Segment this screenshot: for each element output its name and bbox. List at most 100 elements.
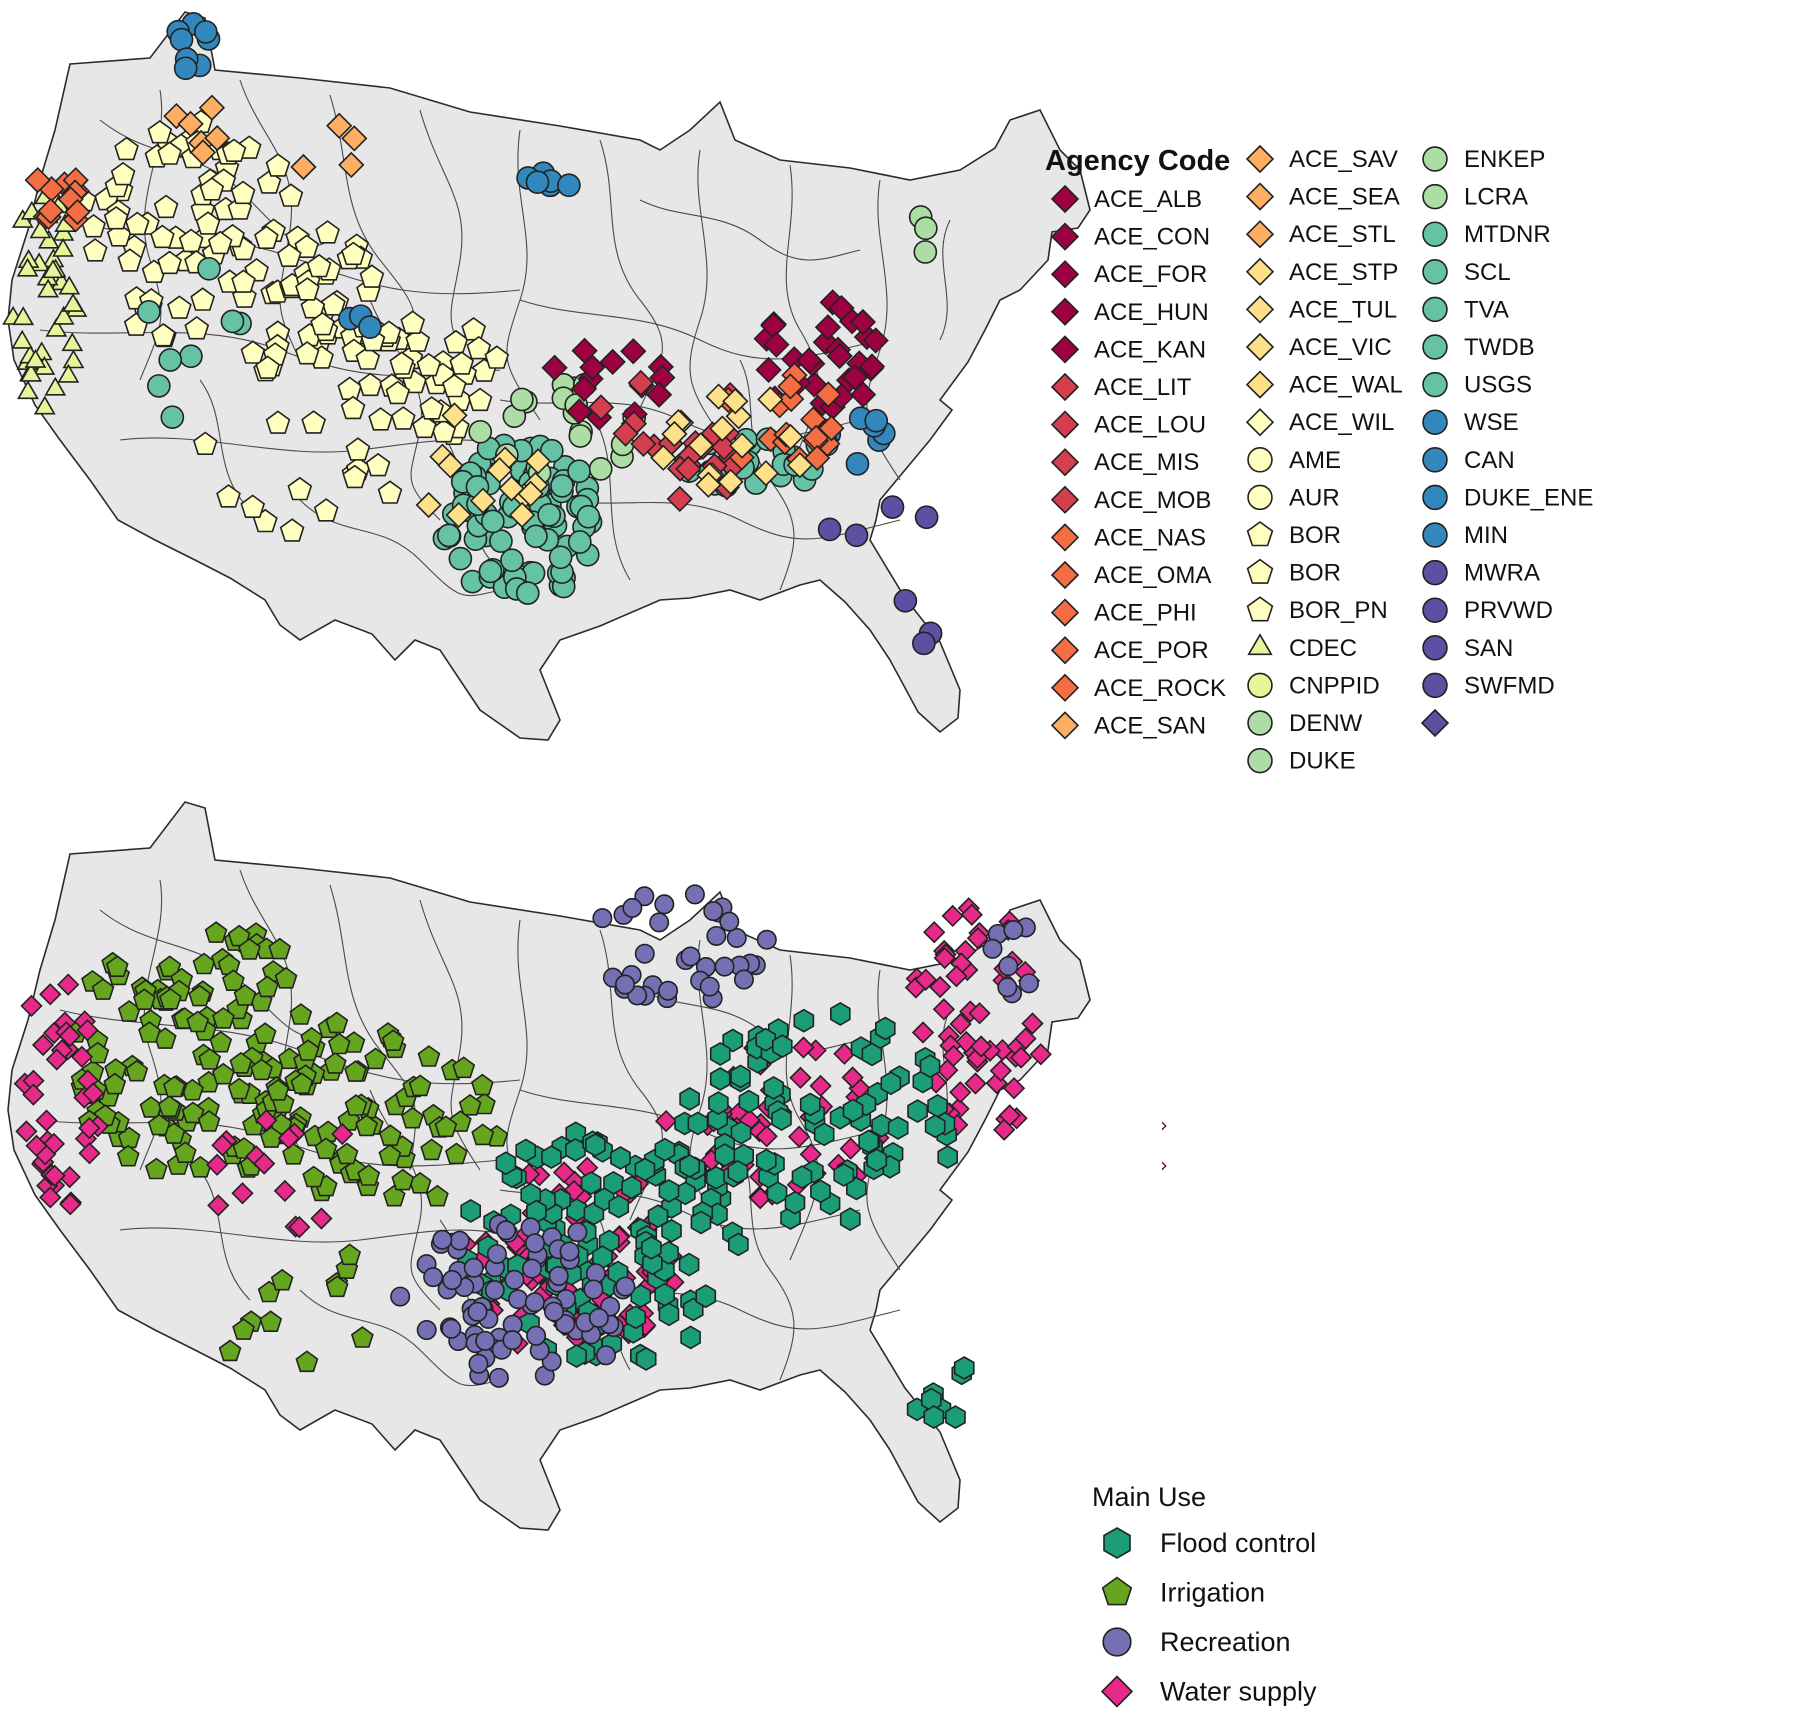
agency-legend-label: TWDB [1464,334,1535,361]
use-reservoir-diamond-marker [809,1074,832,1098]
agency-reservoir-pentagon-marker [216,484,241,508]
use-reservoir-hexagon-marker [730,1064,751,1089]
use-reservoir-pentagon-marker [314,1137,338,1160]
agency-reservoir-diamond-marker [64,198,91,226]
agency-reservoir-diamond-marker [687,432,714,459]
use-reservoir-pentagon-marker [282,1142,305,1165]
use-reservoir-hexagon-marker [640,1235,662,1260]
agency-reservoir-pentagon-marker [199,177,225,201]
agency-reservoir-diamond-marker [290,153,317,181]
agency-legend-label: WSE [1464,409,1519,436]
use-reservoir-diamond-marker [82,1082,105,1105]
use-reservoir-diamond-marker [923,921,946,944]
use-reservoir-pentagon-marker [144,1157,168,1180]
agency-reservoir-triangle-marker [58,275,81,295]
agency-reservoir-circle-marker [220,309,245,334]
agency-reservoir-pentagon-marker [321,292,346,316]
agency-legend-label: CNPPID [1289,672,1380,699]
use-reservoir-circle-marker [997,977,1018,998]
agency-legend-label: DUKE [1289,748,1356,775]
use-reservoir-diamond-marker [1014,1027,1037,1050]
use-reservoir-circle-marker [502,1330,523,1351]
use-reservoir-pentagon-marker [357,1164,381,1186]
agency-legend-label: ACE_WIL [1289,409,1394,436]
legend-symbol-diamond-icon [1245,408,1275,437]
agency-legend-label: ACE_STL [1289,221,1396,248]
use-reservoir-hexagon-marker [907,1099,928,1124]
use-reservoir-circle-marker [634,886,655,907]
use-reservoir-hexagon-marker [839,1207,861,1232]
agency-reservoir-pentagon-marker [150,323,176,347]
use-reservoir-circle-marker [467,1301,488,1322]
use-reservoir-hexagon-marker [580,1171,602,1196]
legend-symbol-circle-icon [1422,559,1448,586]
use-reservoir-hexagon-marker [695,1284,717,1309]
agency-legend-label: CDEC [1289,635,1357,662]
use-reservoir-pentagon-marker [229,1051,253,1074]
use-reservoir-circle-marker [654,894,675,915]
agency-reservoir-diamond-marker [469,487,497,514]
use-reservoir-pentagon-marker [211,1062,235,1085]
agency-reservoir-diamond-marker [630,430,657,458]
agency-legend-label: BOR_PN [1289,597,1388,624]
agency-reservoir-circle-marker [588,457,613,481]
agency-reservoir-pentagon-marker [368,407,393,431]
agency-reservoir-pentagon-marker [279,518,305,542]
agency-reservoir-circle-marker [137,300,161,324]
use-reservoir-hexagon-marker [678,1252,700,1277]
use-reservoir-diamond-marker [933,946,956,970]
agency-reservoir-pentagon-marker [419,396,445,420]
use-reservoir-diamond-marker [552,1161,576,1184]
use-reservoir-diamond-marker [78,1116,101,1140]
agency-reservoir-diamond-marker [579,354,606,381]
use-reservoir-circle-marker [622,897,643,918]
use-reservoir-circle-marker [634,943,655,964]
legend-symbol-circle-icon [1247,484,1273,511]
legend-symbol-circle-icon [1422,259,1448,285]
use-reservoir-hexagon-marker [679,1154,701,1178]
legend-symbol-diamond-icon [1050,523,1080,552]
agency-legend-label: MWRA [1464,560,1540,587]
agency-reservoir-diamond-marker [650,444,677,471]
use-reservoir-circle-marker [714,956,735,977]
use-reservoir-circle-marker [526,1325,547,1346]
agency-legend-label: ACE_SAN [1094,712,1206,739]
agency-reservoir-diamond-marker [437,452,464,479]
agency-reservoir-diamond-marker [757,386,784,413]
use-reservoir-hexagon-marker [813,1122,835,1147]
agency-reservoir-pentagon-marker [301,410,327,434]
legend-symbol-diamond-icon [1245,370,1275,399]
agency-legend-label: ACE_CON [1094,224,1210,251]
use-reservoir-diamond-marker [792,1036,815,1059]
use-reservoir-pentagon-marker [391,1168,415,1191]
legend-symbol-diamond-icon [1050,448,1080,477]
use-reservoir-diamond-marker [911,1021,935,1044]
use-reservoir-diamond-marker [1009,1046,1033,1069]
agency-reservoir-triangle-marker [52,237,74,257]
agency-reservoir-diamond-marker [666,485,693,513]
agency-reservoir-pentagon-marker [358,372,383,397]
use-reservoir-hexagon-marker [880,1071,902,1096]
use-reservoir-circle-marker [658,980,679,1001]
legend-symbol-diamond-icon [1050,222,1080,251]
use-reservoir-diamond-marker [288,1215,311,1239]
use-reservoir-diamond-marker [45,1048,68,1071]
agency-reservoir-pentagon-marker [124,211,150,236]
legend-symbol-circle-icon [1247,672,1273,699]
agency-legend-label: AME [1289,447,1341,474]
use-reservoir-pentagon-marker [105,955,129,977]
use-reservoir-diamond-marker [941,904,964,928]
use-reservoir-pentagon-marker [162,1075,186,1098]
use-reservoir-circle-marker [543,1301,564,1322]
use-reservoir-hexagon-marker [923,1405,945,1430]
agency-reservoir-pentagon-marker [359,264,385,288]
use-reservoir-diamond-marker [789,1066,812,1089]
agency-reservoir-circle-marker [448,546,473,571]
agency-reservoir-pentagon-marker [484,345,510,369]
use-reservoir-hexagon-marker [709,1067,731,1091]
agency-reservoir-circle-marker [169,27,194,52]
use-reservoir-diamond-marker [654,1109,678,1133]
use-reservoir-hexagon-marker [709,1041,731,1066]
use-reservoir-diamond-marker [70,1045,94,1068]
use-reservoir-hexagon-marker [658,1302,680,1327]
